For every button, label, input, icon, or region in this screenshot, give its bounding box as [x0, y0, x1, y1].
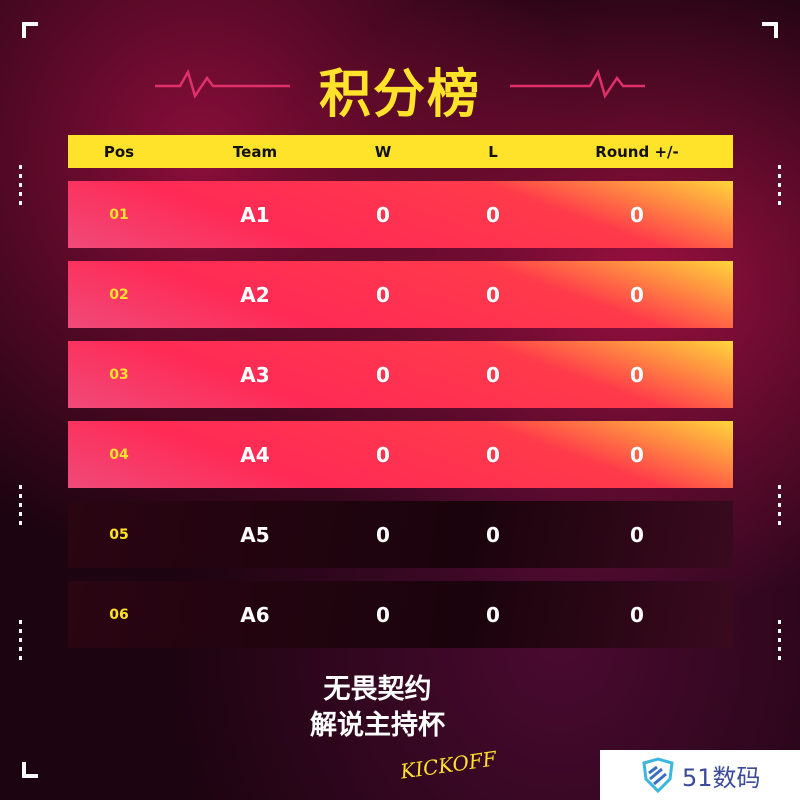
cell-pos: 04: [109, 446, 129, 463]
cell-team: A6: [240, 602, 270, 627]
cell-pos: 03: [109, 366, 129, 383]
watermark: 51数码: [600, 750, 800, 800]
cell-l: 0: [486, 362, 500, 387]
cell-pos: 06: [109, 606, 129, 623]
cell-w: 0: [376, 202, 390, 227]
cell-round: 0: [630, 282, 644, 307]
table-row: 03 A3 0 0 0: [68, 341, 733, 408]
table-row: 02 A2 0 0 0: [68, 261, 733, 328]
corner-bracket: [762, 22, 778, 38]
table-header: Pos Team W L Round +/-: [68, 135, 733, 168]
cell-round: 0: [630, 202, 644, 227]
cell-pos: 01: [109, 206, 129, 223]
logo-line1: 无畏契约: [323, 674, 432, 705]
cell-l: 0: [486, 282, 500, 307]
cell-w: 0: [376, 522, 390, 547]
shield-icon: [642, 757, 674, 793]
cell-w: 0: [376, 442, 390, 467]
heartbeat-icon: [155, 68, 290, 99]
cell-l: 0: [486, 602, 500, 627]
side-dash: [19, 165, 22, 209]
side-dash: [778, 165, 781, 209]
corner-bracket: [22, 22, 38, 38]
side-dash: [778, 485, 781, 529]
header-team: Team: [232, 142, 278, 161]
cell-team: A3: [240, 362, 270, 387]
cell-team: A5: [240, 522, 270, 547]
cell-l: 0: [486, 202, 500, 227]
table-row: 06 A6 0 0 0: [68, 581, 733, 648]
cell-w: 0: [376, 362, 390, 387]
cell-w: 0: [376, 282, 390, 307]
side-dash: [19, 620, 22, 664]
side-dash: [19, 485, 22, 529]
cell-pos: 02: [109, 286, 129, 303]
cell-round: 0: [630, 602, 644, 627]
page-title: 积分榜: [318, 65, 481, 125]
cell-l: 0: [486, 442, 500, 467]
heartbeat-icon: [510, 68, 645, 99]
table-row: 05 A5 0 0 0: [68, 501, 733, 568]
table-row: 04 A4 0 0 0: [68, 421, 733, 488]
cell-l: 0: [486, 522, 500, 547]
cell-team: A4: [240, 442, 270, 467]
cell-pos: 05: [109, 526, 129, 543]
logo-line2: 解说主持杯: [310, 710, 445, 741]
cell-round: 0: [630, 522, 644, 547]
cell-w: 0: [376, 602, 390, 627]
table-row: 01 A1 0 0 0: [68, 181, 733, 248]
header-round: Round +/-: [595, 142, 679, 161]
corner-bracket: [22, 762, 38, 778]
cell-team: A1: [240, 202, 270, 227]
header-pos: Pos: [103, 142, 135, 161]
side-dash: [778, 620, 781, 664]
cell-team: A2: [240, 282, 270, 307]
header-l: L: [488, 142, 498, 161]
event-logo: 无畏契约 解说主持杯: [310, 672, 445, 744]
header-w: W: [374, 142, 392, 161]
cell-round: 0: [630, 442, 644, 467]
watermark-text: 51数码: [682, 763, 761, 792]
logo-script: KICKOFF: [398, 746, 498, 784]
cell-round: 0: [630, 362, 644, 387]
